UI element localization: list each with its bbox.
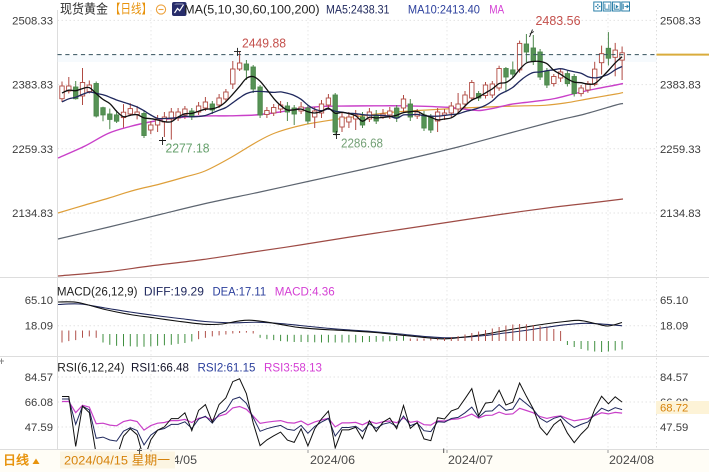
svg-text:2024/07: 2024/07 — [448, 453, 493, 467]
svg-text:日线: 日线 — [3, 453, 30, 468]
svg-text:RSI1:66.48: RSI1:66.48 — [131, 361, 189, 375]
svg-text:2259.33: 2259.33 — [12, 144, 53, 156]
svg-text:MA10:2413.40: MA10:2413.40 — [408, 3, 480, 17]
svg-text:【日线】: 【日线】 — [110, 2, 152, 17]
svg-text:2449.88: 2449.88 — [242, 36, 286, 51]
svg-text:MACD:4.36: MACD:4.36 — [275, 285, 335, 299]
svg-text:2508.33: 2508.33 — [12, 15, 53, 27]
svg-text:65.10: 65.10 — [25, 295, 53, 307]
svg-text:2383.83: 2383.83 — [660, 80, 701, 92]
svg-text:2259.33: 2259.33 — [660, 144, 701, 156]
svg-text:MA(5,10,30,60,100,200): MA(5,10,30,60,100,200) — [184, 3, 319, 17]
svg-text:2277.18: 2277.18 — [166, 141, 210, 156]
svg-text:2024/06: 2024/06 — [310, 453, 355, 467]
svg-text:DEA:17.11: DEA:17.11 — [213, 285, 267, 299]
svg-text:84.57: 84.57 — [660, 372, 688, 384]
svg-text:RSI(6,12,24): RSI(6,12,24) — [57, 361, 124, 375]
svg-text:2024/04/15 星期一: 2024/04/15 星期一 — [64, 454, 170, 468]
svg-text:18.09: 18.09 — [25, 321, 53, 333]
svg-text:2508.33: 2508.33 — [660, 15, 701, 27]
svg-text:现货黄金: 现货黄金 — [60, 2, 108, 17]
svg-text:2286.68: 2286.68 — [341, 136, 383, 151]
svg-text:18.09: 18.09 — [660, 321, 688, 333]
svg-text:RSI3:58.13: RSI3:58.13 — [264, 361, 322, 375]
svg-text:RSI2:61.15: RSI2:61.15 — [198, 361, 256, 375]
svg-text:2383.83: 2383.83 — [12, 80, 53, 92]
svg-text:MA: MA — [489, 3, 505, 17]
svg-text:84.57: 84.57 — [25, 372, 53, 384]
svg-text:2134.83: 2134.83 — [660, 208, 701, 220]
svg-text:MA5:2438.31: MA5:2438.31 — [326, 3, 390, 17]
svg-text:68.72: 68.72 — [660, 403, 688, 415]
svg-text:66.08: 66.08 — [25, 397, 53, 409]
svg-text:47.59: 47.59 — [25, 422, 53, 434]
svg-text:DIFF:19.29: DIFF:19.29 — [144, 285, 204, 299]
svg-text:2134.83: 2134.83 — [12, 208, 53, 220]
svg-text:2483.56: 2483.56 — [536, 13, 581, 28]
svg-text:47.59: 47.59 — [660, 422, 688, 434]
svg-text:2024/08: 2024/08 — [609, 453, 654, 467]
svg-text:MACD(26,12,9): MACD(26,12,9) — [57, 285, 138, 299]
svg-text:65.10: 65.10 — [660, 295, 688, 307]
